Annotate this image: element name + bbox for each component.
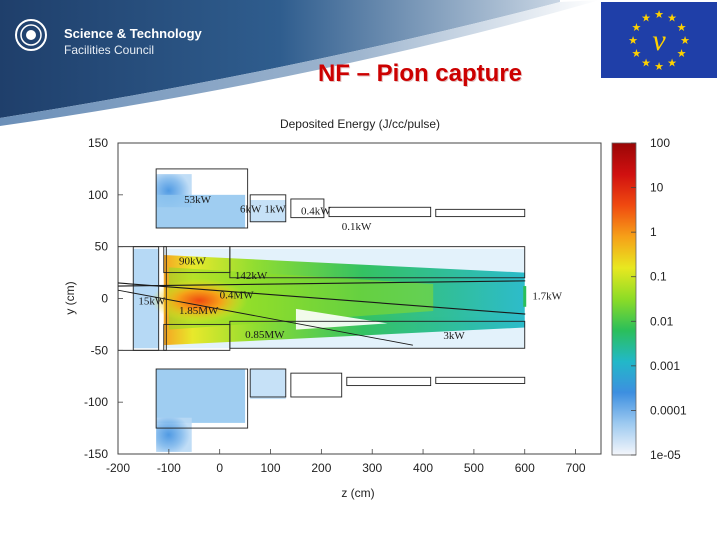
y-tick-label: -150: [84, 447, 108, 461]
upstream-region: [118, 246, 167, 351]
shield-block-bottom-3: [290, 372, 343, 398]
beam-line-upper: [118, 280, 526, 287]
flag-star: ★: [641, 57, 651, 70]
solenoid-lower-2: [229, 320, 526, 349]
power-annotation: 1.85MW: [179, 305, 219, 317]
flag-star: ★: [654, 60, 664, 73]
slide-title: NF – Pion capture: [317, 60, 523, 87]
logo-line1: Science & Technology: [64, 26, 202, 41]
proton-beam-line: [118, 289, 413, 346]
y-tick-label: 100: [88, 188, 108, 202]
power-annotation: 90kW: [179, 255, 207, 267]
power-annotations: 53kW 6kW 1kW 0.4kW 0.1kW 90kW 142kW 0.4MW 15kW 1.…: [138, 194, 562, 342]
heat-region: [156, 194, 246, 229]
y-tick-label: -50: [91, 343, 109, 357]
flag-star: ★: [654, 8, 664, 21]
y-axis: 150 100 50 0 -50 -100 -150: [84, 136, 123, 461]
power-annotation: 1kW: [264, 203, 286, 215]
power-annotation: 6kW: [240, 203, 262, 215]
colorbar-tick-label: 0.01: [650, 314, 674, 328]
colorbar-tick-label: 1: [650, 225, 657, 239]
heat-region: [250, 200, 286, 222]
shield-block-top-4: [328, 206, 432, 218]
heat-region: [156, 417, 192, 452]
y-axis-title: y (cm): [63, 281, 77, 314]
shield-block-bottom-4: [346, 376, 432, 387]
flag-star: ★: [641, 11, 651, 24]
solenoid-upper-2: [229, 246, 526, 279]
chart-title: Deposited Energy (J/cc/pulse): [280, 117, 440, 131]
colorbar-tick-label: 0.001: [650, 359, 680, 373]
logo-line2: Facilities Council: [64, 43, 155, 57]
power-annotation: 0.1kW: [342, 221, 372, 233]
power-annotation: 0.85MW: [245, 329, 285, 341]
x-tick-label: 700: [566, 461, 586, 475]
flag-star: ★: [677, 47, 687, 60]
logo-crest-icon: [15, 19, 47, 51]
power-annotation: 142kW: [235, 270, 268, 282]
shield-block-top-2: [249, 194, 287, 223]
flag-star: ★: [680, 34, 690, 47]
y-tick-label: 50: [95, 240, 109, 254]
power-annotation: 53kW: [184, 194, 212, 206]
flag-star: ★: [628, 34, 638, 47]
colorbar-tick-label: 0.0001: [650, 403, 687, 417]
shield-block-bottom-5: [435, 376, 526, 384]
y-tick-label: 150: [88, 136, 108, 150]
header-band: [0, 0, 600, 126]
x-axis-title: z (cm): [341, 486, 374, 500]
flag-star: ★: [632, 21, 642, 34]
flag-star: ★: [667, 57, 677, 70]
shield-block-top-3: [290, 198, 325, 219]
power-annotation: 3kW: [443, 330, 465, 342]
shield-block-bottom-2: [249, 368, 287, 398]
heat-region: [250, 368, 286, 400]
shield-block-top: [155, 168, 249, 229]
shield-block-bottom: [155, 368, 249, 429]
shield-block-top-5: [435, 208, 526, 218]
eu-flag-icon: ★★★★★★★★★ ★ ★★ ν: [601, 2, 717, 78]
x-tick-label: 100: [261, 461, 281, 475]
geometry-outlines: [118, 168, 527, 429]
flag-star: ★: [632, 47, 642, 60]
x-tick-label: 400: [413, 461, 433, 475]
x-tick-label: -100: [157, 461, 181, 475]
colorbar-tick-label: 1e-05: [650, 448, 681, 462]
stfc-logo: Science & Technology Facilities Council: [8, 12, 208, 60]
heat-region: [156, 368, 246, 423]
y-tick-label: -100: [84, 395, 108, 409]
x-tick-label: 300: [362, 461, 382, 475]
x-axis: -200 -100 0 100 200 300 400 500 600 700: [106, 449, 586, 475]
power-annotation: 0.4MW: [220, 290, 255, 302]
colorbar-tick-label: 10: [650, 181, 664, 195]
colorbar-tick-label: 100: [650, 136, 670, 150]
x-tick-label: 600: [515, 461, 535, 475]
colorbar: [611, 142, 637, 456]
heat-hotspot: [151, 278, 248, 323]
flag-star: ★: [667, 11, 677, 24]
x-tick-label: 200: [311, 461, 331, 475]
x-tick-label: 0: [216, 461, 223, 475]
y-tick-label: 0: [101, 292, 108, 306]
power-annotation: 1.7kW: [532, 291, 562, 303]
heat-void: [295, 308, 388, 330]
x-tick-label: -200: [106, 461, 130, 475]
colorbar-ticks: 100 10 1 0.1 0.01 0.001 0.0001 1e-05: [631, 136, 687, 462]
x-tick-label: 500: [464, 461, 484, 475]
beam-line-lower: [118, 282, 526, 315]
colorbar-tick-label: 0.1: [650, 270, 667, 284]
power-annotation: 15kW: [138, 296, 166, 308]
neutrino-symbol: ν: [652, 24, 666, 57]
power-annotation: 0.4kW: [301, 206, 331, 218]
flag-star: ★: [677, 21, 687, 34]
